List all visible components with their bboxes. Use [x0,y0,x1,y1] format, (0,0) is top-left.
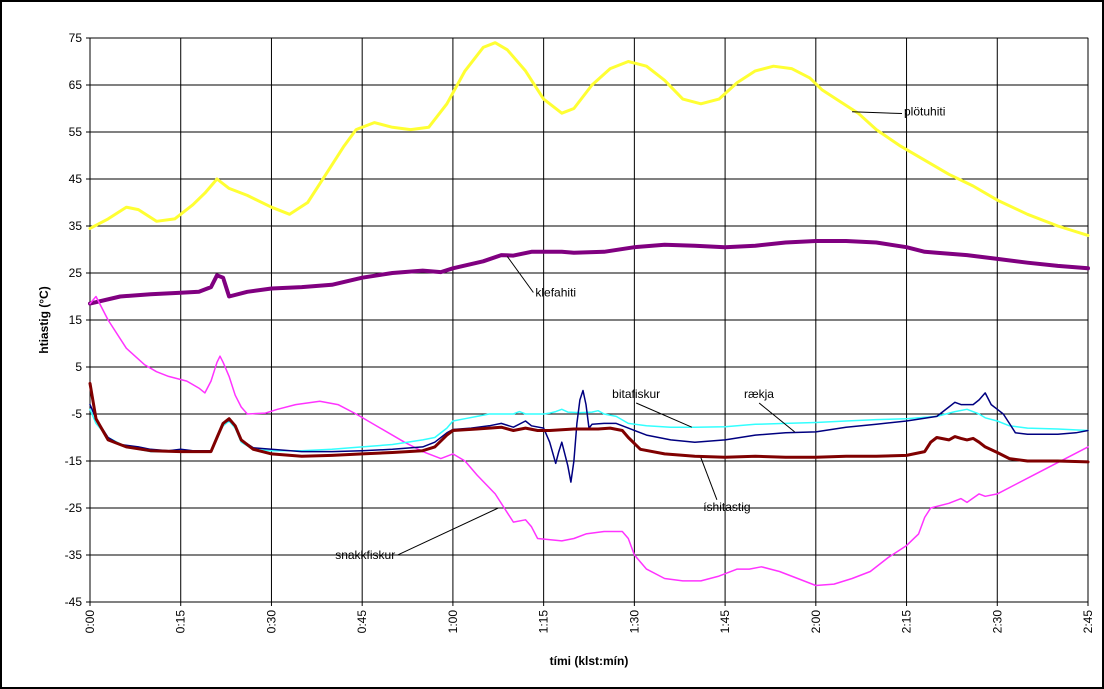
x-tick-label: 1:45 [718,610,732,634]
x-tick-label: 1:00 [446,610,460,634]
series-line-ishitastig [88,381,1090,464]
x-tick-label: 0:30 [264,610,278,634]
y-tick-label: -5 [71,407,82,421]
x-tick-label: 0:00 [83,610,97,634]
leader-line-plotuhiti [852,111,903,115]
y-tick-label: 25 [69,266,83,280]
grid-lines [86,37,1089,606]
label-klefahiti: klefahiti [535,286,576,300]
y-tick-label: 75 [69,31,83,45]
label-ishitastig: íshitastig [703,500,750,514]
y-tick-label: 35 [69,219,83,233]
x-tick-label: 0:15 [174,610,188,634]
y-tick-labels: 75 65 55 45 35 25 15 5 -5 -15 -25 -35 -45 [65,31,83,609]
y-tick-label: 15 [69,313,83,327]
y-tick-label: 55 [69,125,83,139]
x-tick-label: 2:30 [990,610,1004,634]
leader-line-raekja [758,402,795,433]
x-tick-label: 2:00 [809,610,823,634]
series-line-snakkfiskur [89,295,1089,587]
x-axis-title: tími (klst:mín) [550,654,629,668]
x-tick-label: 0:45 [355,610,369,634]
y-axis-title: htiastig (°C) [37,286,51,353]
series-annotations: plötuhiti klefahiti bitafiskur rækja íshitas… [335,105,945,563]
y-tick-label: 45 [69,172,83,186]
leader-line-klefahiti [506,256,534,293]
y-tick-label: 65 [69,78,83,92]
label-plotuhiti: plötuhiti [904,105,945,119]
label-raekja: rækja [744,387,774,401]
x-tick-label: 1:15 [537,610,551,634]
y-tick-label: -45 [65,595,83,609]
series-line-plotuhiti [88,41,1090,237]
y-tick-label: 5 [75,360,82,374]
x-tick-labels: 0:00 0:15 0:30 0:45 1:00 1:15 1:30 1:45 2:00 2:15… [83,610,1095,634]
series-line-klefahiti [88,239,1090,306]
x-tick-label: 2:15 [900,610,914,634]
label-bitafiskur: bitafiskur [612,387,660,401]
y-tick-label: -25 [65,501,83,515]
y-tick-label: -35 [65,548,83,562]
x-tick-label: 2:45 [1081,610,1095,634]
leader-line-ishitastig [700,457,718,500]
y-tick-label: -15 [65,454,83,468]
x-tick-label: 1:30 [627,610,641,634]
label-snakkfiskur: snakkfiskur [335,548,395,562]
leader-line-bitafiskur [635,402,693,428]
series-lines [88,41,1090,587]
leader-line-snakkfiskur [397,507,499,556]
